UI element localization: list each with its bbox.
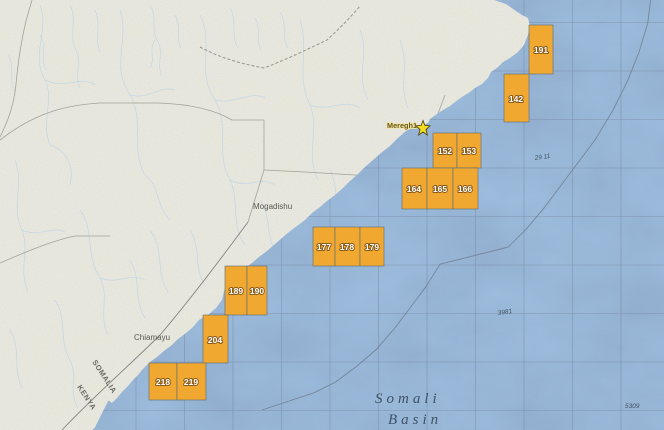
svg-text:Basin: Basin [388, 412, 442, 428]
svg-text:153: 153 [462, 146, 476, 156]
svg-text:Meregh1: Meregh1 [387, 121, 417, 130]
svg-text:190: 190 [250, 286, 264, 296]
svg-text:164: 164 [407, 184, 421, 194]
svg-text:Chiamayu: Chiamayu [134, 333, 170, 342]
svg-text:5309: 5309 [625, 403, 640, 410]
svg-text:178: 178 [340, 242, 354, 252]
svg-text:204: 204 [208, 335, 222, 345]
svg-text:142: 142 [509, 94, 523, 104]
svg-text:165: 165 [433, 184, 447, 194]
svg-text:218: 218 [156, 377, 170, 387]
svg-text:191: 191 [534, 45, 548, 55]
svg-text:219: 219 [184, 377, 198, 387]
svg-text:152: 152 [438, 146, 452, 156]
svg-text:177: 177 [317, 242, 331, 252]
svg-text:Somali: Somali [375, 391, 441, 407]
svg-text:166: 166 [458, 184, 472, 194]
svg-text:Mogadishu: Mogadishu [253, 202, 292, 211]
svg-text:189: 189 [229, 286, 243, 296]
svg-text:179: 179 [365, 242, 379, 252]
